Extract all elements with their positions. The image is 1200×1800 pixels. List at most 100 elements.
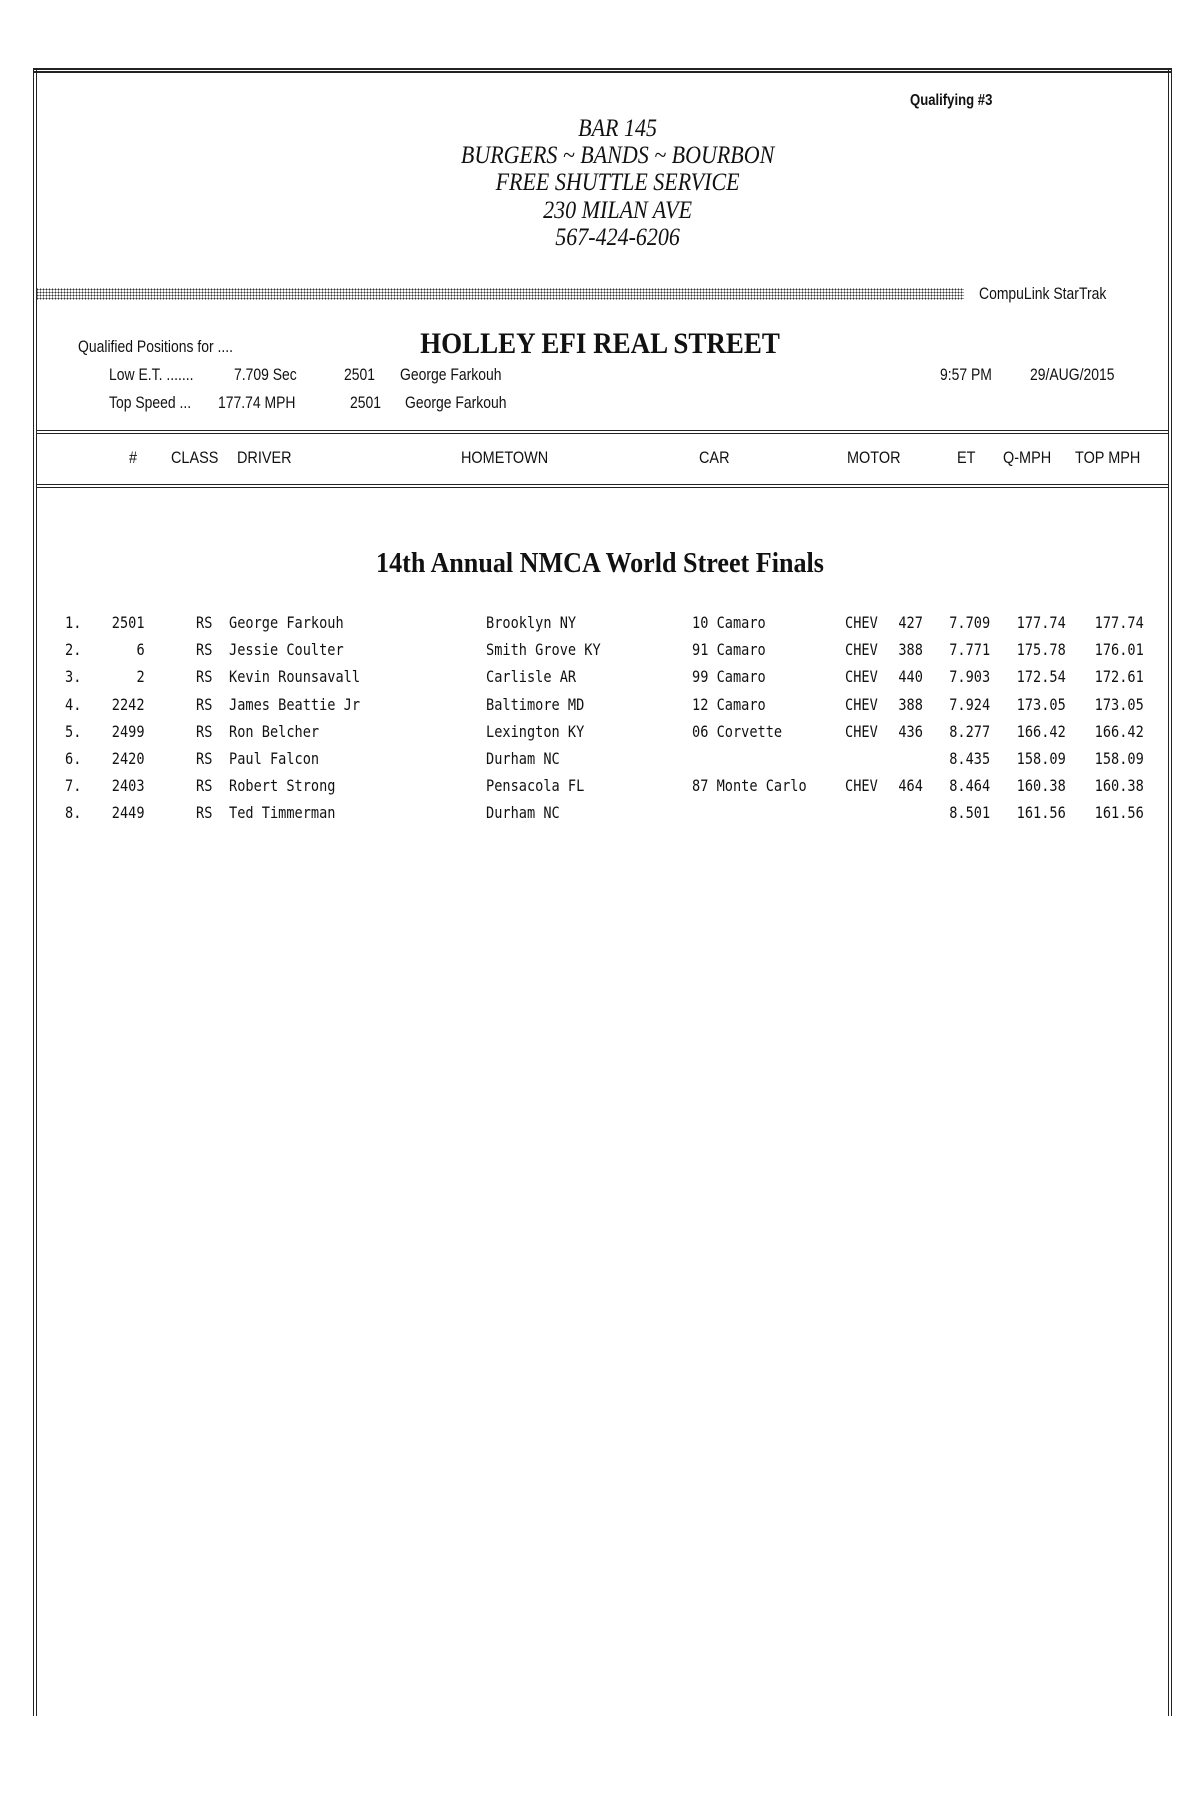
cell-make: CHEV — [845, 640, 878, 660]
col-hometown: HOMETOWN — [461, 448, 549, 467]
low-et-number: 2501 — [344, 365, 376, 384]
cell-class: RS — [196, 694, 213, 714]
col-et: ET — [957, 448, 976, 467]
cell-driver: George Farkouh — [229, 613, 344, 632]
col-motor: MOTOR — [847, 448, 901, 467]
cell-hometown: Pensacola FL — [486, 776, 585, 796]
ad-line: 230 MILAN AVE — [543, 197, 693, 224]
cell-num: 2403 — [112, 776, 145, 796]
cell-hometown: Smith Grove KY — [486, 640, 601, 660]
top-speed-label: Top Speed ... — [109, 393, 192, 412]
cell-make: CHEV — [845, 613, 878, 632]
cell-driver: Paul Falcon — [229, 749, 320, 768]
cell-class: RS — [196, 749, 213, 768]
cell-pos: 3. — [65, 667, 82, 687]
cell-car: 91 Camaro — [692, 640, 766, 660]
cell-num: 2499 — [112, 721, 145, 741]
cell-pos: 8. — [65, 803, 82, 823]
cell-class: RS — [196, 667, 213, 687]
cell-hometown: Durham NC — [486, 803, 560, 823]
cell-hometown: Lexington KY — [486, 721, 585, 741]
report-time: 9:57 PM — [940, 365, 992, 384]
cell-et: 8.435 — [949, 749, 990, 768]
cell-et: 7.771 — [949, 640, 990, 660]
cell-cid: 388 — [898, 640, 923, 660]
ad-line: BURGERS ~ BANDS ~ BOURBON — [460, 142, 775, 169]
cell-qmph: 173.05 — [1016, 694, 1066, 714]
cell-hometown: Carlisle AR — [486, 667, 577, 687]
cell-topmph: 176.01 — [1094, 640, 1144, 660]
cell-num: 2501 — [112, 613, 145, 632]
cell-cid: 440 — [898, 667, 923, 687]
cell-num: 2242 — [112, 694, 145, 714]
cell-et: 7.924 — [949, 694, 990, 714]
cell-topmph: 160.38 — [1094, 776, 1144, 796]
col-driver: DRIVER — [237, 448, 292, 467]
col-qmph: Q-MPH — [1003, 448, 1052, 467]
cell-topmph: 158.09 — [1094, 749, 1144, 768]
cell-class: RS — [196, 803, 213, 823]
cell-qmph: 166.42 — [1016, 721, 1066, 741]
header-top-rule — [36, 430, 1168, 434]
frame-right-border — [1168, 68, 1172, 1716]
cell-make: CHEV — [845, 694, 878, 714]
system-name: CompuLink StarTrak — [979, 284, 1107, 303]
cell-et: 8.501 — [949, 803, 990, 823]
qualifying-label: Qualifying #3 — [910, 92, 993, 109]
col-car: CAR — [699, 448, 730, 467]
cell-num: 2420 — [112, 749, 145, 768]
report-date: 29/AUG/2015 — [1030, 365, 1115, 384]
cell-cid: 388 — [898, 694, 923, 714]
cell-et: 7.709 — [949, 613, 990, 632]
col-class: CLASS — [171, 448, 219, 467]
cell-topmph: 172.61 — [1094, 667, 1144, 687]
ad-line: FREE SHUTTLE SERVICE — [495, 169, 740, 196]
cell-cid: 464 — [898, 776, 923, 796]
cell-pos: 2. — [65, 640, 82, 660]
cell-class: RS — [196, 613, 213, 632]
cell-driver: Robert Strong — [229, 776, 336, 796]
frame-top-border — [34, 68, 1172, 73]
cell-num: 6 — [136, 640, 145, 660]
cell-et: 8.464 — [949, 776, 990, 796]
cell-qmph: 175.78 — [1016, 640, 1066, 660]
cell-num: 2449 — [112, 803, 145, 823]
cell-car: 06 Corvette — [692, 721, 783, 741]
cell-pos: 4. — [65, 694, 82, 714]
cell-topmph: 161.56 — [1094, 803, 1144, 823]
cell-et: 8.277 — [949, 721, 990, 741]
low-et-value: 7.709 Sec — [234, 365, 297, 384]
cell-topmph: 173.05 — [1094, 694, 1144, 714]
cell-pos: 5. — [65, 721, 82, 741]
col-num: # — [129, 448, 138, 467]
top-speed-driver: George Farkouh — [405, 393, 507, 412]
event-title: 14th Annual NMCA World Street Finals — [376, 547, 824, 579]
cell-car: 12 Camaro — [692, 694, 766, 714]
top-speed-value: 177.74 MPH — [218, 393, 296, 412]
cell-pos: 1. — [65, 613, 82, 632]
cell-car: 10 Camaro — [692, 613, 766, 632]
cell-topmph: 166.42 — [1094, 721, 1144, 741]
cell-driver: Jessie Coulter — [229, 640, 344, 660]
cell-topmph: 177.74 — [1094, 613, 1144, 632]
cell-et: 7.903 — [949, 667, 990, 687]
cell-hometown: Brooklyn NY — [486, 613, 577, 632]
cell-make: CHEV — [845, 667, 878, 687]
cell-pos: 7. — [65, 776, 82, 796]
col-topmph: TOP MPH — [1075, 448, 1141, 467]
low-et-label: Low E.T. ....... — [109, 365, 194, 384]
cell-driver: Ted Timmerman — [229, 803, 336, 823]
low-et-driver: George Farkouh — [400, 365, 502, 384]
qualified-label: Qualified Positions for .... — [78, 337, 233, 356]
cell-hometown: Baltimore MD — [486, 694, 585, 714]
cell-hometown: Durham NC — [486, 749, 560, 768]
frame-left-border — [33, 68, 37, 1716]
cell-class: RS — [196, 640, 213, 660]
cell-num: 2 — [136, 667, 145, 687]
cell-driver: James Beattie Jr — [229, 694, 361, 714]
cell-car: 99 Camaro — [692, 667, 766, 687]
ad-line: 567-424-6206 — [555, 224, 680, 251]
dotted-separator — [36, 288, 964, 300]
cell-qmph: 172.54 — [1016, 667, 1066, 687]
cell-make: CHEV — [845, 721, 878, 741]
